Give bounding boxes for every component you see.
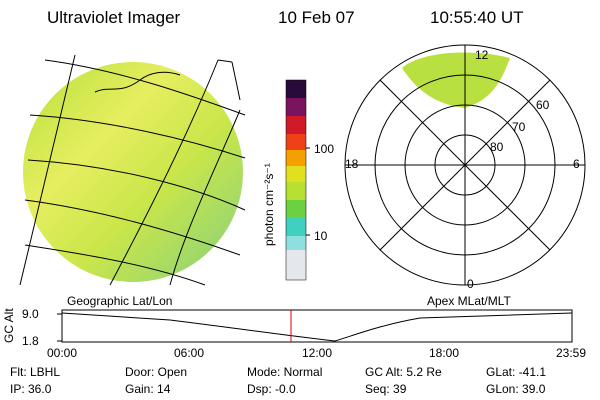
time-label: 10:55:40 UT	[430, 8, 524, 27]
status-mode: Mode: Normal	[247, 365, 323, 379]
gc-alt-plot	[57, 309, 573, 343]
colorbar	[285, 79, 310, 281]
auroral-region	[402, 52, 510, 108]
status-gc-alt: GC Alt: 5.2 Re	[365, 365, 442, 379]
lat-lon-grid	[19, 54, 246, 286]
gc-alt-axis-label: GC Alt	[2, 308, 16, 343]
status-ip: IP: 36.0	[10, 382, 52, 396]
time-tick-0000: 00:00	[47, 346, 78, 360]
time-tick-1800: 18:00	[429, 346, 460, 360]
status-gain: Gain: 14	[125, 382, 171, 396]
polar-plot	[344, 44, 586, 286]
time-tick-1200: 12:00	[302, 346, 333, 360]
status-glat: GLat: -41.1	[486, 365, 547, 379]
colorbar-tick-100: 100	[314, 142, 335, 156]
mlt-label-6: 6	[573, 157, 580, 171]
colorbar-tick-10: 10	[314, 229, 328, 243]
mlt-label-12: 12	[475, 48, 489, 62]
caption-geographic: Geographic Lat/Lon	[67, 294, 173, 308]
date-label: 10 Feb 07	[278, 8, 355, 27]
time-tick-0600: 06:00	[174, 346, 205, 360]
colorbar-unit-label: photon cm⁻²s⁻¹	[262, 163, 276, 246]
mlt-label-18: 18	[345, 157, 359, 171]
gc-alt-tick-1-8: 1.8	[22, 334, 39, 348]
lat-label-70: 70	[512, 120, 526, 134]
status-filter: Flt: LBHL	[10, 365, 61, 379]
time-tick-2359: 23:59	[556, 346, 587, 360]
status-glon: GLon: 39.0	[486, 382, 546, 396]
lat-label-60: 60	[536, 98, 550, 112]
caption-apex: Apex MLat/MLT	[427, 294, 511, 308]
mlt-label-0: 0	[467, 277, 474, 291]
earth-disk	[23, 62, 243, 282]
instrument-title: Ultraviolet Imager	[47, 8, 181, 27]
status-dsp: Dsp: -0.0	[247, 382, 296, 396]
lat-label-80: 80	[490, 140, 504, 154]
gc-alt-tick-9: 9.0	[22, 307, 39, 321]
status-seq: Seq: 39	[365, 382, 407, 396]
coastline	[94, 71, 181, 93]
status-door: Door: Open	[125, 365, 188, 379]
